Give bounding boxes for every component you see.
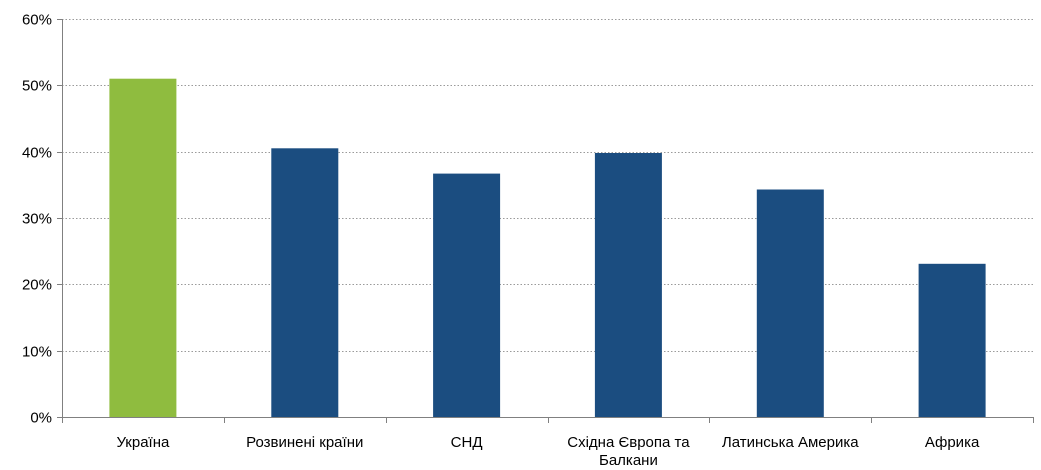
y-tick-label: 50% <box>22 78 52 95</box>
bars <box>109 78 986 418</box>
y-axis-tick-labels: 0% 10% 20% 30% 40% 50% 60% <box>22 12 52 427</box>
axes <box>57 19 1034 423</box>
x-category-label: Україна <box>116 434 170 451</box>
x-category-label-line: Африка <box>925 434 980 451</box>
x-category-label-line: Україна <box>116 434 170 451</box>
x-category-label: СНД <box>451 434 483 451</box>
x-category-label-line: СНД <box>451 434 483 451</box>
bar <box>756 189 824 417</box>
bar <box>109 78 177 417</box>
x-category-label-line: Балкани <box>599 452 658 469</box>
x-category-label: Латинська Америка <box>722 434 859 451</box>
gridlines <box>62 19 1033 352</box>
y-tick-label: 60% <box>22 12 52 29</box>
x-axis-category-labels: Україна Розвинені країни СНД Східна Європа … <box>116 434 980 469</box>
bar <box>271 148 339 418</box>
y-tick-label: 40% <box>22 145 52 162</box>
bar <box>594 153 662 417</box>
bar <box>433 173 501 417</box>
x-category-label: Африка <box>925 434 980 451</box>
bar <box>918 263 986 417</box>
x-category-label: Розвинені країни <box>246 434 363 451</box>
x-category-label-line: Латинська Америка <box>722 434 859 451</box>
y-tick-label: 20% <box>22 277 52 294</box>
x-category-label: Східна Європа та Балкани <box>567 434 690 469</box>
y-tick-label: 10% <box>22 344 52 361</box>
x-category-label-line: Східна Європа та <box>567 434 690 451</box>
y-tick-label: 0% <box>30 410 52 427</box>
y-tick-label: 30% <box>22 211 52 228</box>
x-category-label-line: Розвинені країни <box>246 434 363 451</box>
